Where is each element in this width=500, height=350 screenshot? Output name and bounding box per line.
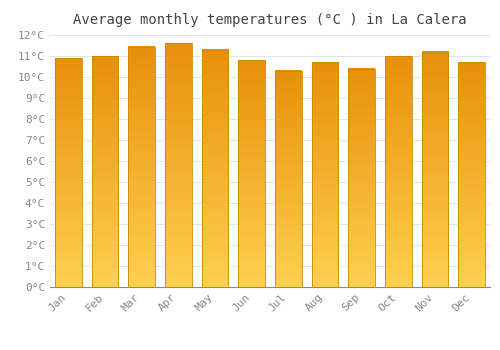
Bar <box>165 43 192 287</box>
Bar <box>92 56 118 287</box>
Bar <box>238 60 265 287</box>
Bar <box>312 62 338 287</box>
Bar <box>458 62 485 287</box>
Bar <box>92 56 118 287</box>
Bar <box>312 62 338 287</box>
Bar <box>348 69 375 287</box>
Title: Average monthly temperatures (°C ) in La Calera: Average monthly temperatures (°C ) in La… <box>73 13 467 27</box>
Bar <box>128 47 155 287</box>
Bar <box>422 52 448 287</box>
Bar <box>422 52 448 287</box>
Bar <box>385 56 411 287</box>
Bar <box>385 56 411 287</box>
Bar <box>275 71 301 287</box>
Bar <box>165 43 192 287</box>
Bar <box>202 50 228 287</box>
Bar <box>458 62 485 287</box>
Bar <box>238 60 265 287</box>
Bar <box>55 58 82 287</box>
Bar <box>128 47 155 287</box>
Bar <box>55 58 82 287</box>
Bar <box>202 50 228 287</box>
Bar <box>275 71 301 287</box>
Bar <box>348 69 375 287</box>
